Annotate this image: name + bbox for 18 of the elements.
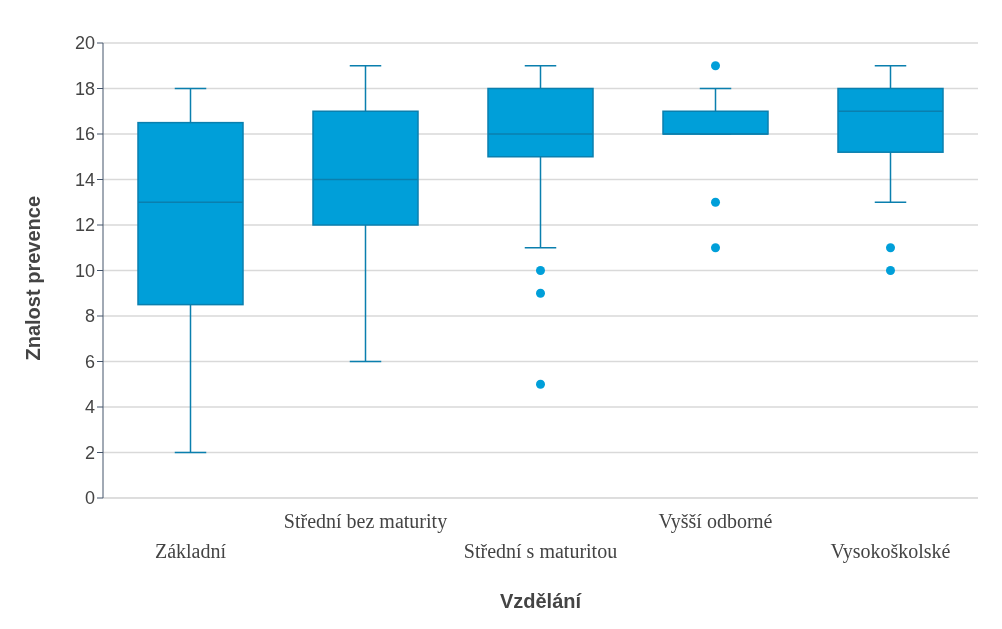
y-tick-label: 12 xyxy=(74,215,95,236)
x-tick-label: Vysokoškolské xyxy=(830,540,951,563)
y-tick-label: 4 xyxy=(84,397,95,418)
x-tick-label: Střední bez maturity xyxy=(283,510,448,533)
y-tick-label: 18 xyxy=(74,78,95,99)
y-axis-title: Znalost prevence xyxy=(22,195,45,361)
y-tick-label: 14 xyxy=(74,169,95,190)
y-tick-label: 6 xyxy=(84,351,95,372)
x-tick-label: Střední s maturitou xyxy=(463,540,618,562)
y-tick-label: 10 xyxy=(74,260,95,281)
x-axis-title: Vzdělání xyxy=(499,590,583,612)
x-tick-label: Základní xyxy=(154,540,227,562)
y-tick-label: 20 xyxy=(74,33,95,54)
y-tick-label: 16 xyxy=(74,124,95,145)
x-tick-label: Vyšší odborné xyxy=(658,510,773,533)
y-tick-label: 8 xyxy=(84,306,95,327)
y-tick-label: 2 xyxy=(84,442,95,463)
y-tick-label: 0 xyxy=(84,488,95,509)
